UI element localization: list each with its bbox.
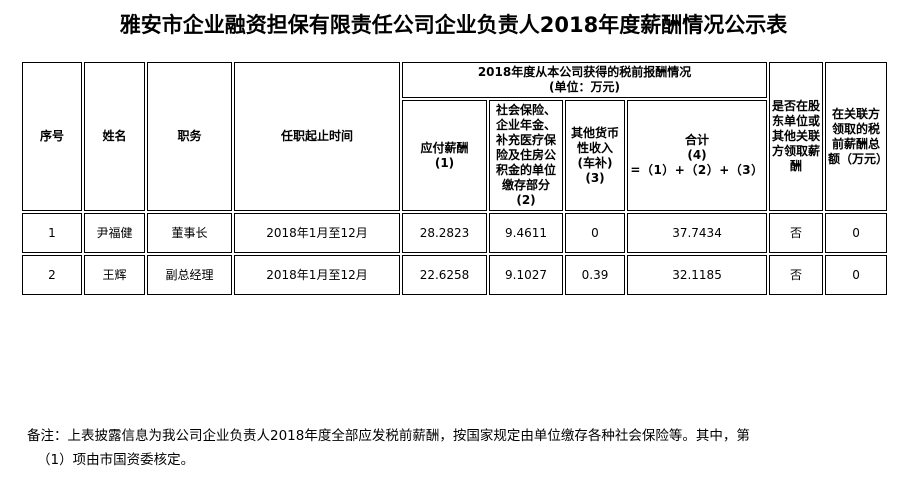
header-position: 职务 (147, 62, 232, 211)
header-row-2: 应付薪酬 (1) 社会保险、企业年金、补充医疗保险及住房公积金的单位缴存部分 (… (22, 100, 887, 211)
header-payable-salary: 应付薪酬 (1) (402, 100, 487, 211)
table-row: 2 王辉 副总经理 2018年1月至12月 22.6258 9.1027 0.3… (22, 255, 888, 295)
cell-seq: 2 (22, 255, 82, 295)
header-related-party-total: 在关联方领取的税前薪酬总额（万元） (825, 62, 888, 211)
header-total: 合计 (4) =（1）+（2）+（3） (627, 100, 768, 211)
cell-insurance-fund: 9.4611 (489, 213, 563, 253)
cell-related-party-total: 0 (825, 255, 888, 295)
header-insurance-fund: 社会保险、企业年金、补充医疗保险及住房公积金的单位缴存部分 (2) (489, 100, 563, 211)
header-pretax-band-line1: 2018年度从本公司获得的税前报酬情况 (477, 65, 692, 79)
header-name: 姓名 (84, 62, 145, 211)
cell-from-shareholder: 否 (769, 213, 824, 253)
cell-name: 尹福健 (84, 213, 145, 253)
table-row: 1 尹福健 董事长 2018年1月至12月 28.2823 9.4611 0 3… (22, 213, 888, 253)
header-total-number: (4) (687, 148, 707, 162)
cell-other-monetary-income: 0.39 (565, 255, 625, 295)
footnote-line-2: （1）项由市国资委核定。 (37, 452, 195, 468)
cell-payable-salary: 28.2823 (402, 213, 487, 253)
cell-other-monetary-income: 0 (565, 213, 625, 253)
cell-position: 董事长 (147, 213, 232, 253)
cell-seq: 1 (22, 213, 82, 253)
cell-from-shareholder: 否 (769, 255, 824, 295)
cell-payable-salary: 22.6258 (402, 255, 487, 295)
cell-position: 副总经理 (147, 255, 232, 295)
header-row-1: 序号 姓名 职务 任职起止时间 2018年度从本公司获得的税前报酬情况 (单位：… (22, 62, 888, 211)
cell-term: 2018年1月至12月 (234, 213, 400, 253)
cell-term: 2018年1月至12月 (234, 255, 400, 295)
header-pretax-band: 2018年度从本公司获得的税前报酬情况 (单位：万元) (402, 62, 768, 98)
header-from-shareholder: 是否在股东单位或其他关联方领取薪酬 (769, 62, 824, 211)
header-term: 任职起止时间 (234, 62, 400, 211)
cell-total: 37.7434 (627, 213, 768, 253)
cell-total: 32.1185 (627, 255, 768, 295)
header-total-label: 合计 (685, 133, 710, 147)
header-pretax-band-line2: (单位：万元) (549, 80, 620, 94)
footnote-line-1: 备注：上表披露信息为我公司企业负责人2018年度全部应发税前薪酬，按国家规定由单… (27, 428, 750, 444)
header-other-monetary-income: 其他货币性收入 (车补) (3) (565, 100, 625, 211)
footnote: 备注：上表披露信息为我公司企业负责人2018年度全部应发税前薪酬，按国家规定由单… (27, 424, 889, 472)
page-title: 雅安市企业融资担保有限责任公司企业负责人2018年度薪酬情况公示表 (119, 13, 788, 37)
cell-name: 王辉 (84, 255, 145, 295)
header-seq: 序号 (22, 62, 82, 211)
cell-insurance-fund: 9.1027 (489, 255, 563, 295)
cell-related-party-total: 0 (825, 213, 888, 253)
salary-table: 序号 姓名 职务 任职起止时间 2018年度从本公司获得的税前报酬情况 (单位：… (20, 60, 889, 297)
salary-table-container: 序号 姓名 职务 任职起止时间 2018年度从本公司获得的税前报酬情况 (单位：… (20, 60, 889, 297)
header-total-formula: =（1）+（2）+（3） (630, 163, 764, 177)
